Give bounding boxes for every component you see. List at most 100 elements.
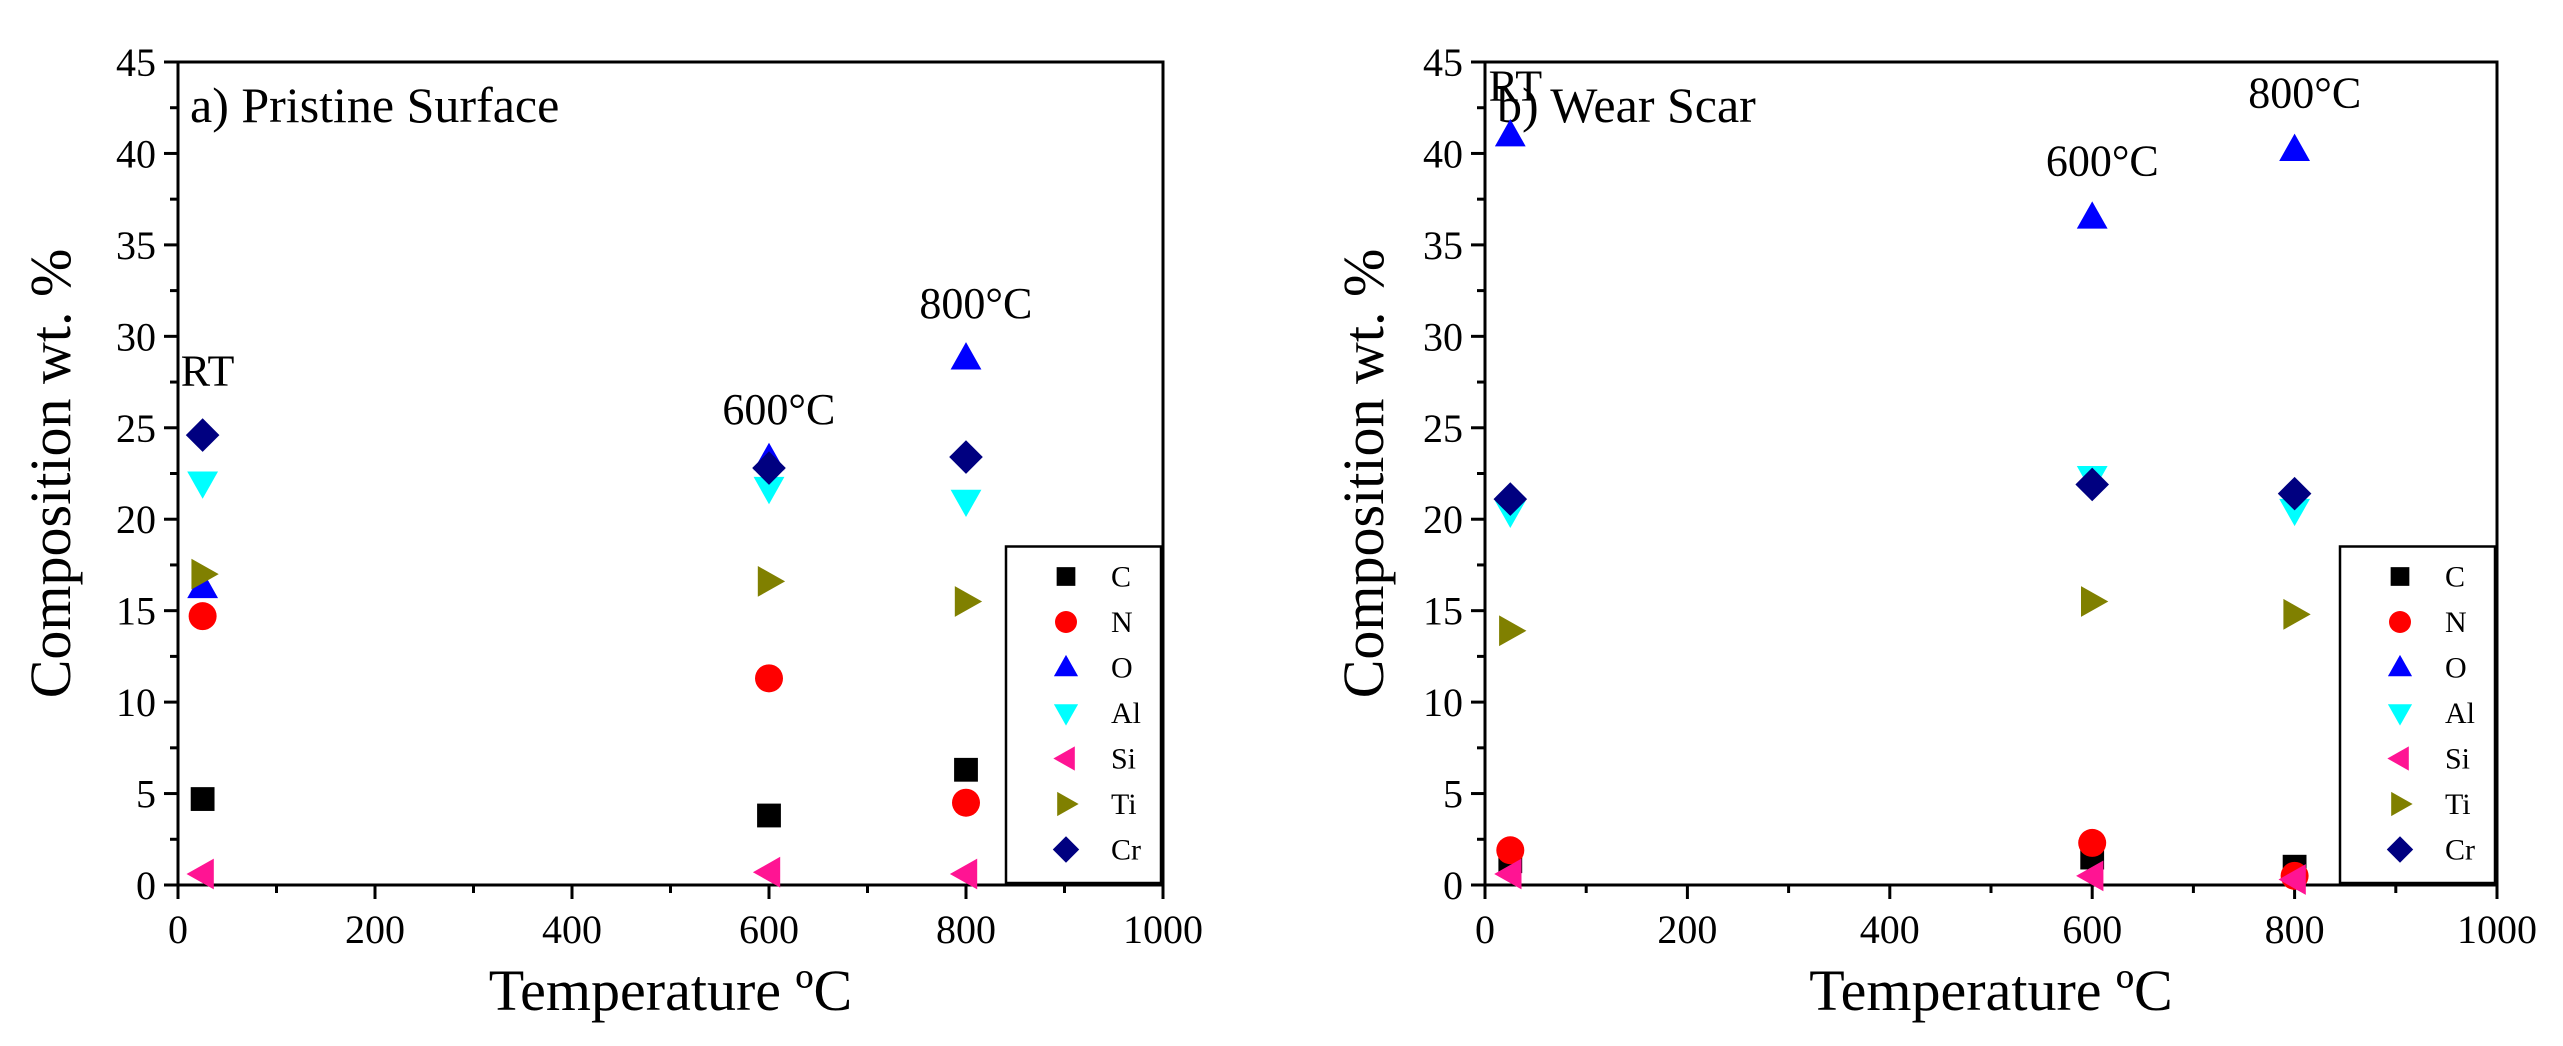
x-tick-label: 1000: [1123, 907, 1203, 952]
point-cr: [185, 418, 220, 452]
point-c: [757, 803, 781, 828]
point-si: [2076, 860, 2104, 892]
legend-marker-c: [2390, 567, 2410, 586]
legend-marker-ti: [2391, 791, 2413, 817]
legend-label-n: N: [1111, 606, 1133, 639]
legend-marker-al: [2387, 704, 2413, 726]
x-tick-label: 200: [1657, 907, 1717, 952]
y-tick-label: 10: [1423, 680, 1463, 725]
y-tick-label: 5: [1443, 772, 1463, 817]
annotation-rt: RT: [181, 347, 235, 396]
legend-marker-n: [2389, 611, 2411, 633]
x-tick-label: 600: [739, 907, 799, 952]
legend-marker-o: [2387, 654, 2413, 677]
point-cr: [1493, 482, 1528, 516]
x-tick-label: 1000: [2457, 907, 2537, 952]
x-axis-label: Temperature ºC: [1809, 958, 2172, 1023]
legend-marker-si: [2387, 746, 2409, 771]
legend-label-ti: Ti: [1111, 788, 1137, 821]
panel-b-chart: 0 200 400 600 800 1000 0 5 10 15 20 25 30 35 40 45 Tempe…: [1331, 40, 2537, 1023]
point-ti: [2081, 586, 2109, 617]
x-tick-label: 600: [2062, 907, 2122, 952]
point-al: [753, 476, 785, 505]
point-ti: [757, 566, 786, 597]
y-tick-label: 35: [116, 223, 156, 268]
x-tick-label: 200: [345, 907, 405, 952]
legend-label-o: O: [2445, 652, 2467, 685]
legend-box: [2338, 545, 2497, 885]
legend-marker-ti: [1057, 791, 1079, 817]
x-tick-label: 400: [542, 907, 602, 952]
point-si: [752, 856, 781, 888]
point-cr: [752, 451, 786, 485]
y-tick-label: 25: [1423, 406, 1463, 451]
annotation-800-c: 800°C: [919, 279, 1032, 328]
point-al: [187, 471, 219, 499]
y-tick-label: 45: [116, 40, 156, 85]
point-o: [950, 342, 982, 370]
y-tick-label: 40: [1423, 131, 1463, 176]
annotation-600-c: 600°C: [722, 385, 835, 434]
y-axis-label: Composition wt. %: [18, 249, 83, 699]
point-ti: [1499, 615, 1527, 647]
point-c: [954, 757, 978, 782]
x-tick-label: 0: [1475, 907, 1495, 952]
legend: CNO Al Si Ti Cr: [1004, 545, 1163, 885]
legend-marker-si: [1053, 746, 1075, 771]
y-tick-label: 30: [1423, 314, 1463, 359]
x-tick-label: 400: [1860, 907, 1920, 952]
point-si: [1494, 858, 1522, 890]
point-cr: [949, 440, 983, 474]
y-tick-label: 40: [116, 131, 156, 176]
point-n: [1496, 836, 1525, 865]
y-tick-label: 35: [1423, 223, 1463, 268]
legend-label-si: Si: [1111, 743, 1136, 776]
legend-label-c: C: [1111, 561, 1131, 594]
point-o: [2279, 133, 2310, 161]
panel-title: b) Wear Scar: [1497, 77, 1756, 133]
point-si: [2278, 864, 2306, 895]
legend-box: [1004, 545, 1163, 885]
point-al: [2279, 498, 2310, 527]
annotation-rt: RT: [1489, 61, 1543, 110]
y-tick-label: 25: [116, 406, 156, 451]
point-c: [190, 787, 215, 811]
legend-label-al: Al: [2445, 697, 2475, 730]
point-cr: [2277, 476, 2312, 511]
y-tick-label: 5: [136, 772, 156, 817]
y-tick-label: 0: [136, 863, 156, 908]
y-tick-label: 0: [1443, 863, 1463, 908]
x-tick-label: 800: [936, 907, 996, 952]
point-si: [949, 858, 978, 890]
point-n: [755, 664, 783, 693]
y-axis-label: Composition wt. %: [1331, 249, 1396, 699]
legend-label-o: O: [1111, 652, 1133, 685]
point-o: [2076, 201, 2108, 229]
legend-marker-al: [1053, 704, 1079, 726]
x-tick-label: 0: [168, 907, 188, 952]
point-o: [1494, 119, 1526, 147]
annotation-800-c: 800°C: [2248, 69, 2361, 118]
x-tick-label: 800: [2265, 907, 2325, 952]
annotation-600-c: 600°C: [2046, 136, 2159, 185]
y-tick-label: 30: [116, 314, 156, 359]
point-ti: [191, 558, 219, 590]
legend-marker-cr: [1052, 836, 1080, 863]
y-tick-label: 45: [1423, 40, 1463, 85]
legend-label-cr: Cr: [2445, 834, 2475, 867]
legend-label-si: Si: [2445, 743, 2470, 776]
legend-marker-o: [1053, 654, 1079, 677]
point-al: [950, 489, 982, 518]
y-tick-label: 20: [116, 497, 156, 542]
legend-label-ti: Ti: [2445, 788, 2471, 821]
panel-a-chart: 0 200 400 600 800 1000 0 5 10 15 20 25 30 35 40 45 Tempe…: [18, 40, 1203, 1023]
point-cr: [2075, 467, 2109, 502]
point-o: [187, 570, 219, 599]
point-ti: [954, 586, 983, 617]
legend: CNO Al Si Ti Cr: [2338, 545, 2497, 885]
point-n: [952, 788, 980, 817]
legend-label-cr: Cr: [1111, 834, 1141, 867]
legend-marker-n: [1055, 611, 1077, 633]
y-tick-label: 15: [1423, 589, 1463, 634]
